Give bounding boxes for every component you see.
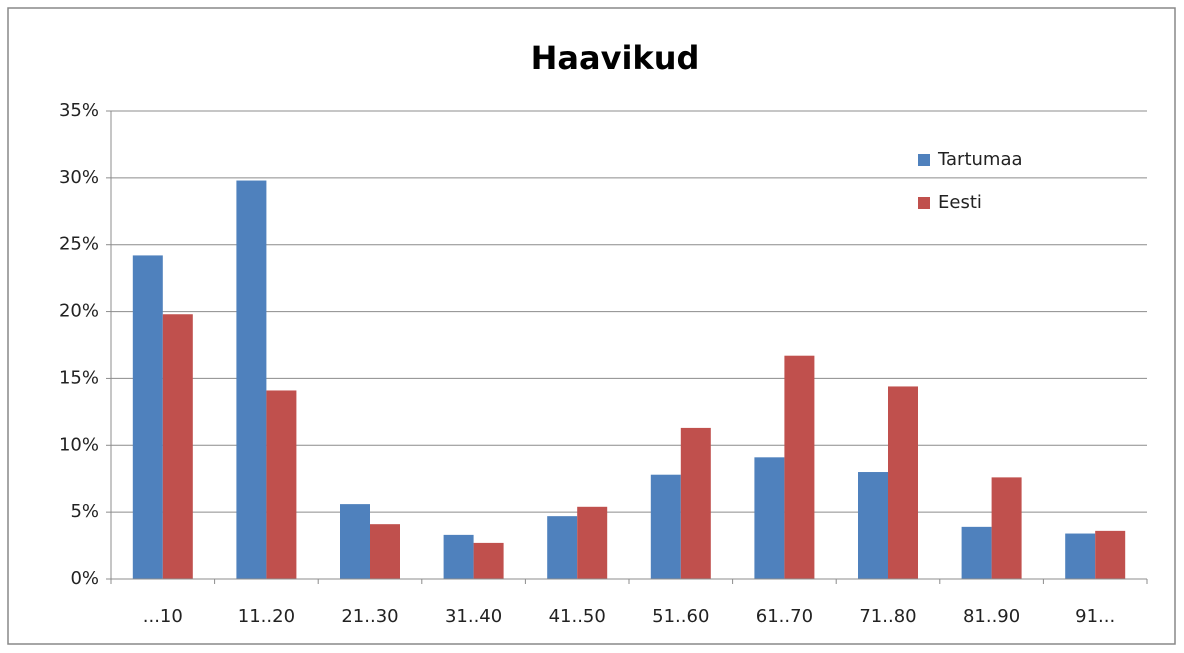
bar [132, 255, 163, 579]
x-tick-label: 21..30 [341, 606, 398, 627]
bar [473, 542, 504, 579]
y-tick-label: 10% [59, 434, 99, 455]
x-tick-label: 61..70 [756, 606, 813, 627]
bar [754, 457, 785, 579]
bar [577, 506, 608, 579]
bar [236, 180, 267, 579]
bar [1095, 530, 1126, 579]
bar [266, 390, 297, 579]
y-tick-label: 5% [70, 501, 99, 522]
x-tick-label: 31..40 [445, 606, 502, 627]
bar [888, 386, 918, 579]
bar [340, 504, 370, 579]
bar [547, 516, 578, 579]
x-tick-label: 81..90 [963, 606, 1020, 627]
chart-title: Haavikud [531, 39, 700, 77]
x-tick-label: 51..60 [652, 606, 709, 627]
y-tick-label: 0% [70, 568, 99, 589]
x-tick-label: 11..20 [238, 606, 295, 627]
bar [991, 477, 1022, 579]
x-tick-label: ...10 [143, 606, 183, 627]
y-tick-label: 15% [59, 367, 99, 388]
bar [680, 427, 711, 579]
legend-label: Eesti [938, 192, 982, 213]
y-tick-label: 20% [59, 301, 99, 322]
bar [858, 472, 888, 579]
legend-label: Tartumaa [937, 149, 1023, 170]
bar [443, 534, 474, 579]
x-tick-label: 71..80 [859, 606, 916, 627]
x-tick-label: 41..50 [549, 606, 606, 627]
legend-swatch [918, 154, 930, 166]
x-tick-label: 91... [1075, 606, 1115, 627]
bar [784, 355, 815, 579]
y-tick-label: 30% [59, 167, 99, 188]
bar [370, 524, 400, 579]
y-tick-label: 25% [59, 234, 99, 255]
bar [1065, 533, 1096, 579]
bar [162, 314, 193, 579]
bar [961, 526, 992, 579]
y-tick-label: 35% [59, 100, 99, 121]
bar [650, 474, 681, 579]
legend-swatch [918, 197, 930, 209]
